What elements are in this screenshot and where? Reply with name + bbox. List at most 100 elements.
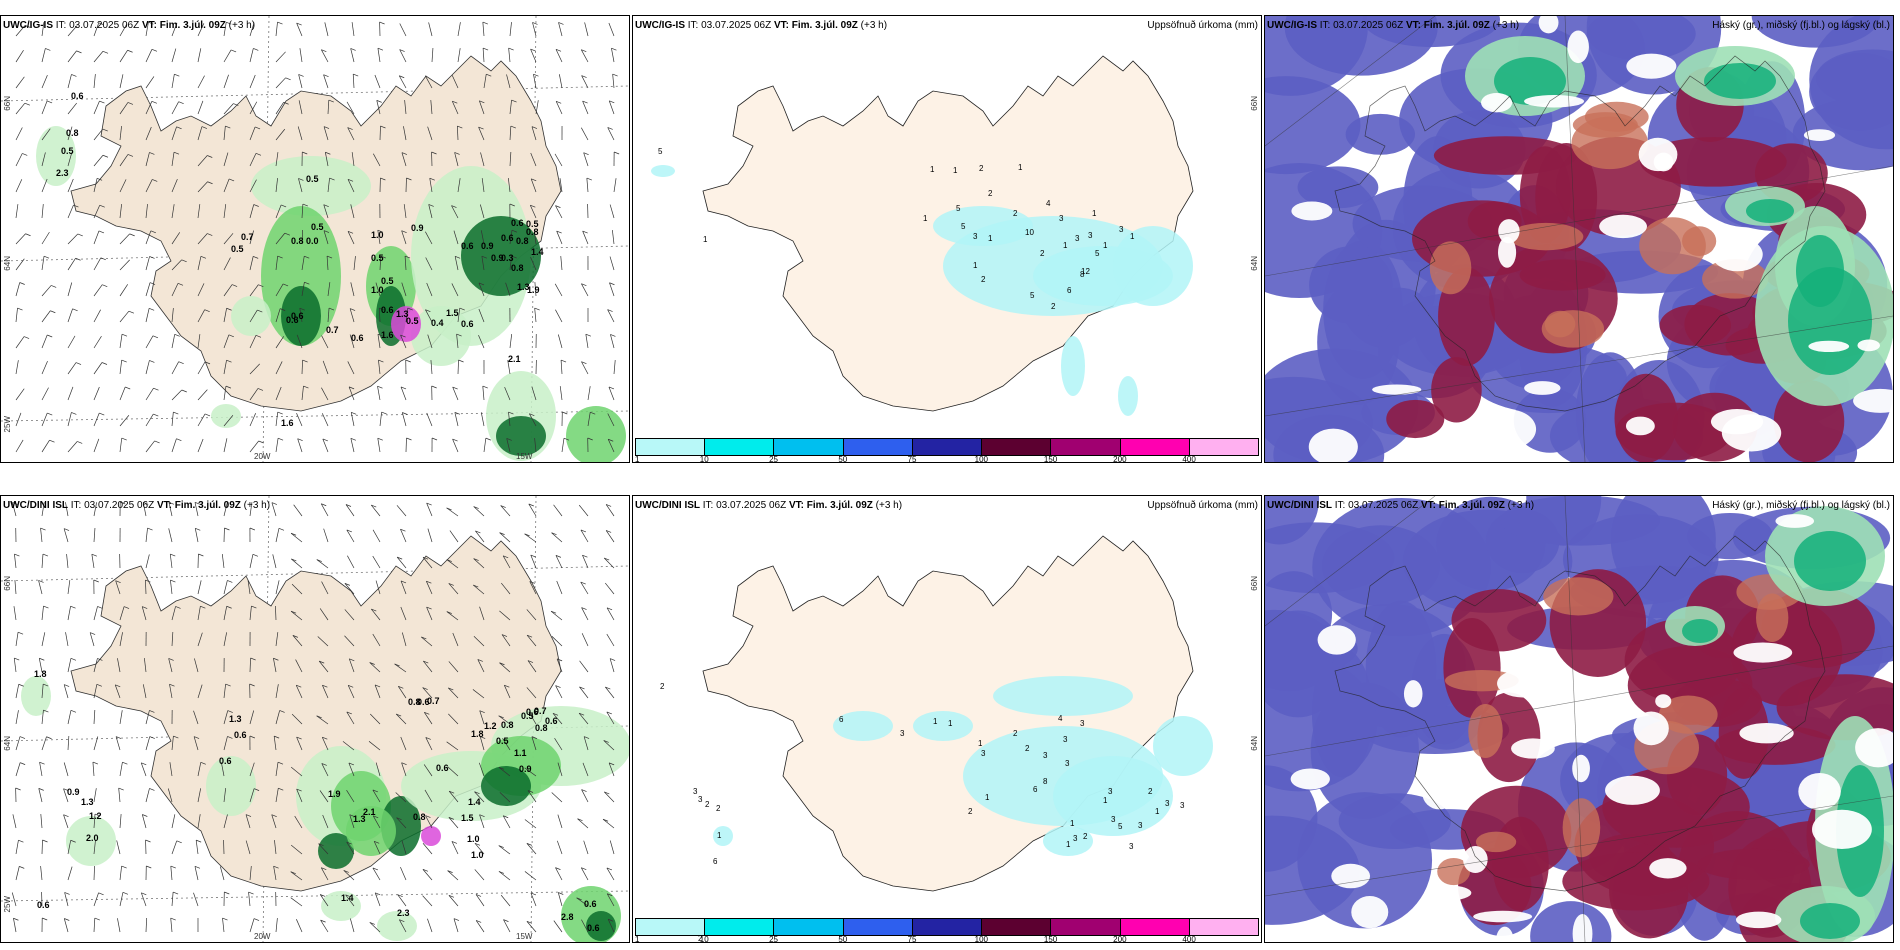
precip-amount-label: 0.8 bbox=[516, 236, 529, 246]
it-label: IT: bbox=[687, 20, 699, 31]
precip-value-label: 5 bbox=[1095, 249, 1100, 258]
it-label: IT: bbox=[702, 500, 714, 511]
axis-tick-label: 25W bbox=[3, 896, 12, 913]
precip-value-label: 3 bbox=[1088, 231, 1093, 240]
it-label: IT: bbox=[55, 20, 67, 31]
precip-value-label: 5 bbox=[956, 204, 961, 213]
precip-value-label: 3 bbox=[1138, 821, 1143, 830]
colorbar-label: 200 bbox=[1113, 455, 1127, 463]
wind-map-panel-dini-isl: UWC/DINI ISL IT: 03.07.2025 06Z VT: Fim.… bbox=[0, 495, 630, 943]
valid-time: Fim. 3.júl. 09Z bbox=[159, 20, 226, 31]
precip-amount-label: 0.6 bbox=[417, 697, 430, 707]
precip-shading bbox=[651, 165, 1193, 416]
precip-amount-label: 2.1 bbox=[508, 354, 521, 364]
model-name: UWC/DINI ISL bbox=[1267, 500, 1332, 511]
precip-value-label: 5 bbox=[961, 222, 966, 231]
precip-amount-label: 0.5 bbox=[406, 316, 419, 326]
precip-colorbar: 1 10 25 50 75 100 150 200 400 bbox=[635, 918, 1259, 943]
precip-value-label: 1 bbox=[1155, 807, 1160, 816]
colorbar-swatch bbox=[1051, 919, 1121, 935]
precip-amount-label: 0.6 bbox=[461, 319, 474, 329]
precip-amount-label: 1.0 bbox=[471, 850, 484, 860]
axis-tick-label: 64N bbox=[3, 256, 12, 271]
panel-field-title: Háský (gr.), miðský (fj.bl.) og lágský (… bbox=[1712, 20, 1890, 31]
colorbar-swatch bbox=[982, 439, 1052, 455]
precip-amount-label: 1.3 bbox=[396, 309, 409, 319]
valid-time: Fim. 3.júl. 09Z bbox=[1438, 500, 1505, 511]
precip-amount-label: 0.6 bbox=[351, 333, 364, 343]
precip-value-label: 2 bbox=[716, 804, 721, 813]
cloud-layers bbox=[1265, 16, 1893, 462]
precip-value-label: 2 bbox=[660, 682, 665, 691]
precip-value-label: 1 bbox=[1070, 819, 1075, 828]
init-time: 03.07.2025 06Z bbox=[1333, 20, 1404, 31]
valid-time: Fim. 3.júl. 09Z bbox=[174, 500, 241, 511]
precip-amount-label: 0.5 bbox=[61, 146, 74, 156]
colorbar-label: 100 bbox=[974, 455, 988, 463]
precip-amount-label: 0.9 bbox=[519, 764, 532, 774]
precip-value-label: 1 bbox=[703, 235, 708, 244]
model-name: UWC/DINI ISL bbox=[635, 500, 700, 511]
precip-value-label: 1 bbox=[933, 717, 938, 726]
precip-value-label: 5 bbox=[658, 147, 663, 156]
colorbar-swatch bbox=[982, 919, 1052, 935]
precip-amount-label: 0.5 bbox=[371, 253, 384, 263]
colorbar-label: 50 bbox=[838, 935, 848, 943]
precip-amount-label: 0.6 bbox=[71, 91, 84, 101]
init-time: 03.07.2025 06Z bbox=[716, 500, 787, 511]
precip-amount-label: 0.6 bbox=[526, 707, 539, 717]
precip-amount-label: 0.5 bbox=[381, 276, 394, 286]
precip-value-label: 5 bbox=[1030, 291, 1035, 300]
it-label: IT: bbox=[1334, 500, 1346, 511]
precip-amount-label: 0.5 bbox=[496, 736, 509, 746]
precip-amount-label: 0.9 bbox=[411, 223, 424, 233]
colorbar-label: 50 bbox=[838, 455, 848, 463]
model-name: UWC/DINI ISL bbox=[3, 500, 68, 511]
colorbar-swatch bbox=[1120, 439, 1190, 455]
precip-amount-label: 2.3 bbox=[56, 168, 69, 178]
colorbar-swatch bbox=[843, 439, 913, 455]
precip-amount-label: 0.5 bbox=[311, 222, 324, 232]
precip-amount-label: 0.0 bbox=[306, 236, 319, 246]
colorbar-swatch bbox=[1189, 439, 1258, 455]
colorbar-label: 10 bbox=[699, 935, 709, 943]
precip-amount-label: 1.6 bbox=[281, 418, 294, 428]
precip-amount-label: 0.4 bbox=[431, 318, 444, 328]
precip-amount-label: 0.7 bbox=[326, 325, 339, 335]
precip-value-label: 2 bbox=[1083, 832, 1088, 841]
colorbar-swatch bbox=[1051, 439, 1121, 455]
precip-amount-label: 0.9 bbox=[481, 241, 494, 251]
precip-value-label: 3 bbox=[1073, 834, 1078, 843]
vt-label: VT: bbox=[141, 20, 157, 31]
precip-amount-label: 1.9 bbox=[527, 285, 540, 295]
precip-amount-label: 1.1 bbox=[514, 748, 527, 758]
precip-value-label: 6 bbox=[1033, 785, 1038, 794]
panel-field-title: Háský (gr.), miðský (fj.bl.) og lágský (… bbox=[1712, 500, 1890, 511]
precip-amount-label: 2.0 bbox=[86, 833, 99, 843]
init-time: 03.07.2025 06Z bbox=[701, 20, 772, 31]
precip-value-label: 1 bbox=[923, 214, 928, 223]
precip-shading bbox=[21, 676, 629, 942]
colorbar-swatch bbox=[705, 919, 775, 935]
precip-value-label: 3 bbox=[1129, 842, 1134, 851]
cloud-layers bbox=[1265, 496, 1893, 942]
panel-title: UWC/DINI ISL IT: 03.07.2025 06Z VT: Fim.… bbox=[3, 500, 270, 511]
precip-amount-label: 1.0 bbox=[467, 834, 480, 844]
precip-amount-label: 0.5 bbox=[231, 244, 244, 254]
axis-tick-label: 25W bbox=[3, 416, 12, 433]
colorbar-label: 25 bbox=[769, 935, 778, 943]
wind-barbs bbox=[15, 21, 620, 453]
graticule bbox=[1265, 496, 1893, 942]
precip-amount-label: 0.8 bbox=[408, 697, 421, 707]
precip-value-label: 3 bbox=[1065, 759, 1070, 768]
precip-value-label: 4 bbox=[1058, 714, 1063, 723]
precip-amount-label: 0.5 bbox=[526, 219, 539, 229]
lead-time: (+3 h) bbox=[860, 20, 888, 31]
colorbar-swatch bbox=[705, 439, 775, 455]
precip-value-label: 3 bbox=[1059, 214, 1064, 223]
panel-title: UWC/DINI ISL IT: 03.07.2025 06Z VT: Fim.… bbox=[1267, 500, 1534, 511]
precip-amount-label: 2.1 bbox=[363, 807, 376, 817]
colorbar-label: 75 bbox=[907, 455, 917, 463]
vt-label: VT: bbox=[773, 20, 789, 31]
